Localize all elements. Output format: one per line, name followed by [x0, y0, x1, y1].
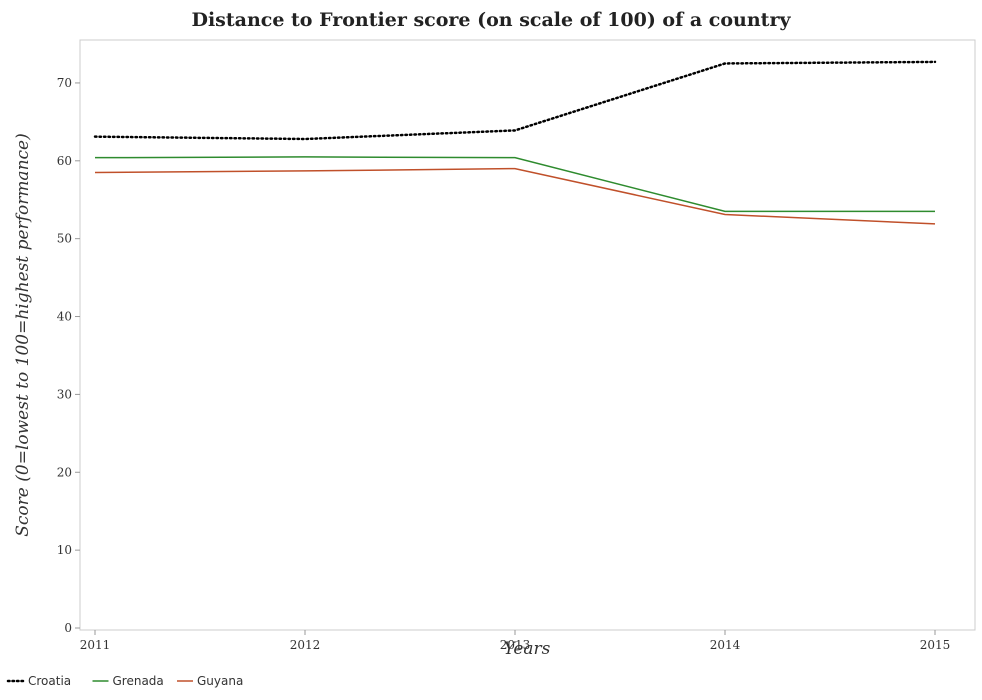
plot-area	[79, 39, 976, 631]
legend-label-croatia: Croatia	[28, 674, 71, 688]
x-axis: 2011 2012 2013 2014 2015	[80, 630, 951, 652]
chart-title: Distance to Frontier score (on scale of …	[191, 9, 791, 31]
y-tick-label: 20	[57, 465, 72, 479]
x-tick-label: 2015	[920, 638, 951, 652]
y-tick-label: 70	[57, 76, 72, 90]
legend: Croatia Grenada Guyana	[6, 674, 243, 688]
y-axis: 0 10 20 30 40 50 60 70	[57, 76, 80, 635]
y-tick-label: 50	[57, 232, 72, 246]
x-tick-label: 2012	[290, 638, 321, 652]
y-axis-label: Score (0=lowest to 100=highest performan…	[13, 133, 33, 536]
y-tick-label: 40	[57, 310, 72, 324]
y-tick-label: 10	[57, 543, 72, 557]
x-tick-label: 2014	[710, 638, 741, 652]
y-tick-label: 0	[64, 621, 72, 635]
legend-label-guyana: Guyana	[197, 674, 243, 688]
y-tick-label: 30	[57, 387, 72, 401]
series-layer	[93, 60, 937, 225]
x-tick-label: 2013	[500, 638, 531, 652]
legend-label-grenada: Grenada	[113, 674, 164, 688]
x-tick-label: 2011	[80, 638, 111, 652]
y-tick-label: 60	[57, 154, 72, 168]
x-axis-label: Years	[504, 639, 551, 659]
